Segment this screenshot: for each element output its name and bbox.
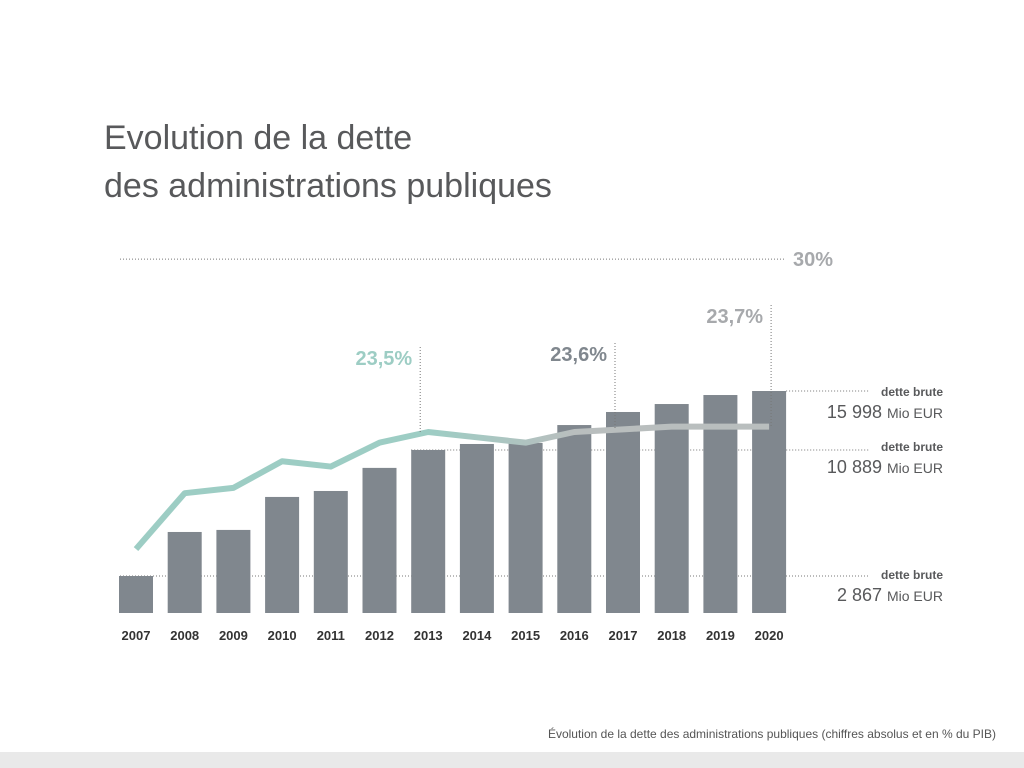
bar-2019 [703,395,738,613]
bar-2010 [265,496,300,613]
bar-2016 [557,425,592,613]
x-tick-label: 2010 [268,628,297,643]
footer-strip [0,752,1024,768]
page-title: Evolution de la dette des administrations… [104,114,552,210]
x-tick-label: 2015 [511,628,540,643]
x-tick-label: 2020 [755,628,784,643]
x-tick-label: 2018 [657,628,686,643]
debt-amount: 2 867 Mio EUR [837,585,943,605]
x-tick-label: 2016 [560,628,589,643]
bar-2015 [508,442,543,613]
percent-line [133,423,770,552]
debt-label: dette brute [881,568,943,582]
debt-amount: 10 889 Mio EUR [827,457,943,477]
bar-2012 [362,467,397,613]
title-line-1: Evolution de la dette [104,119,413,157]
x-tick-label: 2019 [706,628,735,643]
debt-label: dette brute [881,440,943,454]
debt-amount: 15 998 Mio EUR [827,402,943,422]
bar-2008 [167,531,202,613]
bar-2007 [119,576,153,613]
bar-2017 [606,411,640,613]
percent-annotation: 23,5% [355,348,412,370]
x-tick-label: 2012 [365,628,394,643]
debt-label: dette brute [881,385,943,399]
bar-2009 [216,529,251,613]
title-line-2: des administrations publiques [104,167,552,205]
chart-caption: Évolution de la dette des administration… [547,727,996,741]
bar-2018 [654,404,689,613]
bar-2013 [411,450,446,613]
x-tick-label: 2017 [609,628,638,643]
x-tick-label: 2011 [317,628,345,643]
x-tick-label: 2013 [414,628,443,643]
reference-label: 30% [793,249,833,271]
x-tick-label: 2008 [170,628,199,643]
percent-annotation: 23,6% [550,344,607,366]
bar-2014 [459,443,494,613]
x-tick-label: 2014 [462,628,492,643]
percent-annotation: 23,7% [706,306,763,328]
bar-2011 [313,490,348,613]
x-tick-label: 2009 [219,628,248,643]
x-tick-label: 2007 [122,628,151,643]
